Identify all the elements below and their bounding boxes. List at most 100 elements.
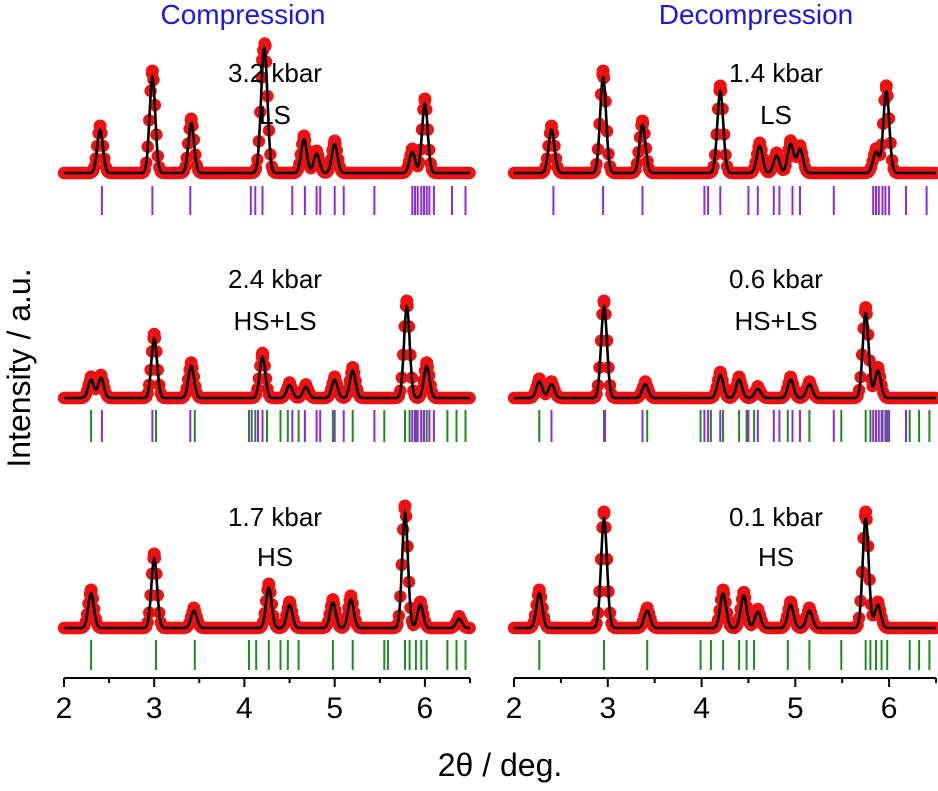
observed-point — [784, 370, 798, 384]
observed-point — [751, 602, 765, 616]
x-axis: 2 3 4 5 6 — [506, 677, 937, 725]
calculated-profile — [64, 303, 470, 400]
pattern-panel: 1.4 kbar LS — [507, 58, 938, 215]
observed-point — [869, 142, 883, 156]
observed-point — [299, 378, 313, 392]
observed-point — [326, 593, 340, 607]
observed-point — [638, 375, 652, 389]
observed-point — [93, 119, 107, 133]
spin-state-label: HS — [257, 542, 293, 572]
hs-reflection-ticks — [538, 410, 931, 442]
x-tick-label: 2 — [56, 692, 73, 725]
observed-point — [532, 583, 546, 597]
observed-point — [413, 595, 427, 609]
x-axis-label: 2θ / deg. — [438, 747, 563, 783]
observed-point — [859, 301, 873, 315]
observed-point — [640, 601, 654, 615]
observed-point — [784, 595, 798, 609]
observed-point — [418, 92, 432, 106]
observed-point — [94, 368, 108, 382]
ls-reflection-ticks — [100, 410, 435, 442]
observed-point — [283, 595, 297, 609]
observed-point — [344, 589, 358, 603]
pressure-label: 0.1 kbar — [729, 502, 823, 532]
observed-point — [713, 79, 727, 93]
ls-reflection-ticks — [550, 410, 907, 442]
observed-point — [147, 547, 161, 561]
observed-point — [147, 327, 161, 341]
observed-point — [328, 134, 342, 148]
observed-point — [597, 505, 611, 519]
pressure-label: 2.4 kbar — [228, 264, 322, 294]
spin-state-label: HS+LS — [734, 306, 817, 336]
observed-point — [452, 609, 466, 623]
spin-state-label: HS — [758, 542, 794, 572]
observed-point — [256, 346, 269, 360]
pattern-panel: 3.2 kbar LS — [57, 37, 476, 215]
observed-point — [310, 144, 324, 158]
observed-point — [532, 372, 546, 386]
y-axis-label: Intensity / a.u. — [1, 268, 37, 467]
observed-point — [145, 64, 159, 78]
spin-state-label: HS+LS — [233, 306, 316, 336]
observed-point — [636, 114, 649, 128]
calculated-profile — [514, 515, 936, 630]
pressure-label: 3.2 kbar — [228, 58, 322, 88]
observed-point — [802, 601, 816, 615]
calculated-profile — [514, 75, 936, 175]
observed-point — [597, 294, 611, 308]
observed-point — [753, 136, 767, 150]
calculated-profile — [64, 45, 470, 175]
observed-point — [751, 380, 765, 393]
hs-reflection-ticks — [90, 640, 467, 670]
observed-point — [879, 79, 893, 93]
observed-point — [859, 505, 873, 519]
observed-point — [187, 601, 201, 615]
x-tick-label: 2 — [506, 692, 523, 725]
observed-point — [283, 376, 297, 390]
observed-point — [398, 499, 412, 513]
observed-point — [802, 375, 816, 389]
hs-reflection-ticks — [90, 410, 467, 442]
observed-point — [871, 361, 885, 374]
observed-point — [346, 361, 360, 374]
observed-point — [732, 370, 746, 384]
observed-points — [57, 294, 476, 405]
observed-point — [420, 356, 434, 370]
x-axes-layer: 2 3 4 5 6 2 3 4 5 6 — [56, 677, 937, 725]
observed-point — [405, 142, 419, 156]
observed-point — [737, 585, 751, 599]
x-tick-label: 3 — [146, 692, 163, 725]
observed-point — [328, 370, 342, 384]
pressure-label: 1.4 kbar — [729, 58, 823, 88]
calculated-profile — [64, 509, 470, 630]
calculated-profile — [514, 303, 936, 400]
spin-state-label: LS — [259, 100, 291, 130]
x-tick-label: 6 — [881, 692, 898, 725]
column-title-decompression: Decompression — [659, 0, 854, 30]
observed-point — [596, 64, 610, 78]
x-tick-label: 5 — [326, 692, 343, 725]
ls-reflection-ticks — [552, 186, 928, 215]
observed-point — [716, 583, 730, 597]
x-tick-label: 4 — [236, 692, 253, 725]
observed-point — [184, 112, 198, 126]
pattern-panel: 0.1 kbar HS — [507, 502, 938, 670]
observed-point — [545, 375, 558, 389]
observed-point — [713, 365, 727, 379]
observed-point — [770, 146, 784, 160]
observed-point — [184, 356, 198, 370]
observed-point — [258, 39, 272, 53]
pattern-panel: 0.6 kbar HS+LS — [507, 264, 938, 442]
observed-point — [545, 119, 558, 133]
observed-point — [871, 595, 885, 609]
column-title-compression: Compression — [161, 0, 326, 30]
pattern-panel: 2.4 kbar HS+LS — [57, 264, 476, 442]
spin-state-label: LS — [760, 100, 792, 130]
observed-point — [262, 577, 276, 591]
x-tick-label: 6 — [417, 692, 434, 725]
observed-point — [84, 583, 98, 597]
x-tick-label: 4 — [693, 692, 710, 725]
